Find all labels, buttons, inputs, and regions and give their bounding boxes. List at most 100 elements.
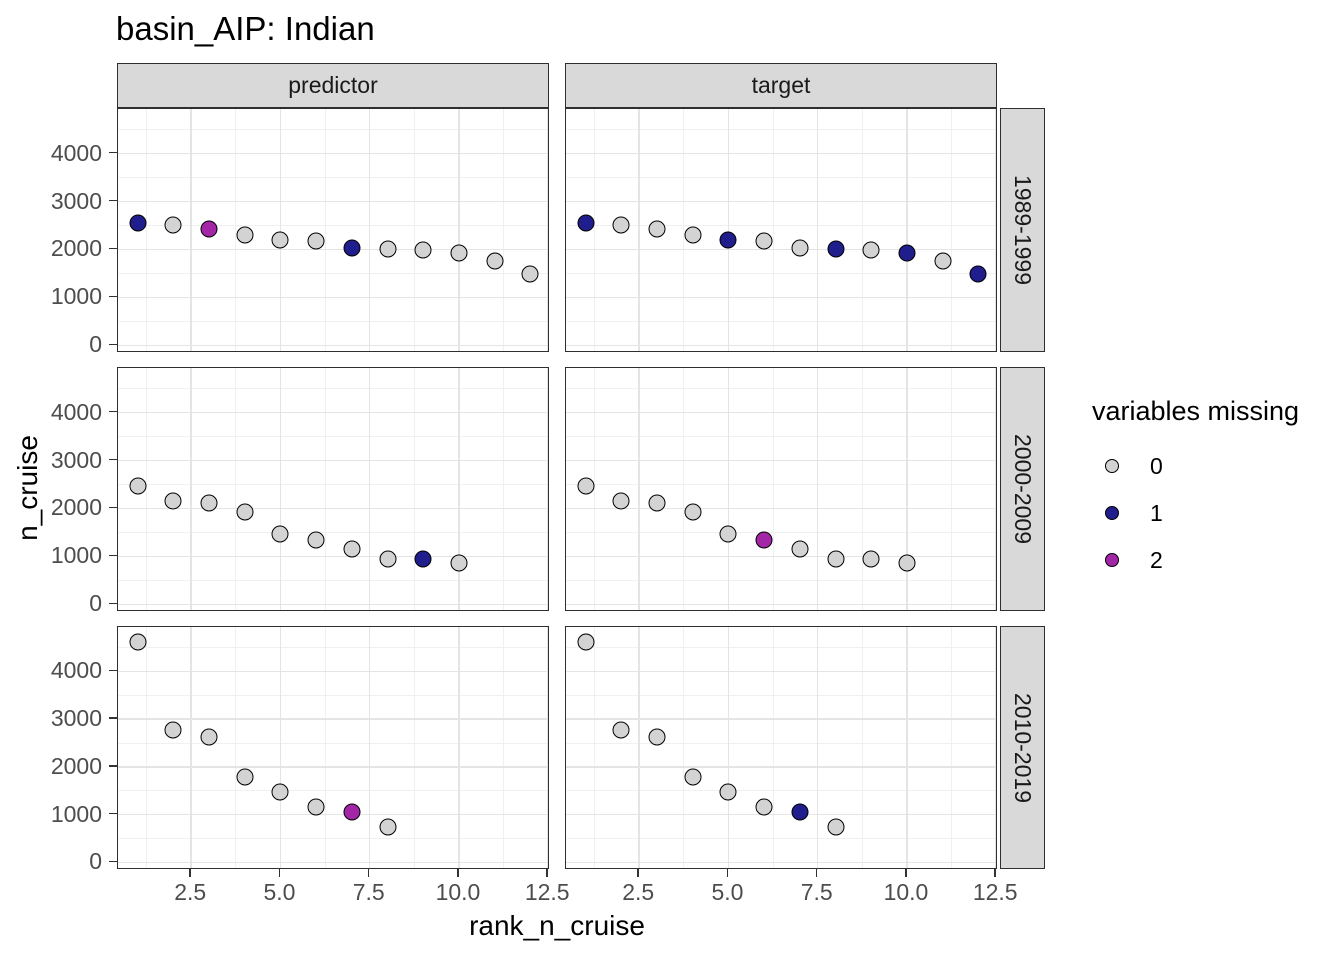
gridline-minor-y [566,224,996,226]
data-point [827,818,845,836]
gridline-major-y [566,718,996,720]
gridline-major-y [566,411,996,414]
x-tick-mark [278,869,281,877]
y-tick-mark [109,295,117,298]
y-tick-label: 0 [89,331,102,358]
x-tick-label: 2.5 [174,879,207,905]
x-tick-label: 5.0 [711,879,744,905]
data-point [129,214,147,232]
legend-item-0: 0 [1085,452,1205,480]
x-tick-mark [815,869,818,877]
gridline-major-x [727,109,730,351]
panel-predictor-2010-2019 [117,626,549,869]
panel-predictor-1989-1999 [117,108,549,352]
data-point [719,525,737,543]
gridline-major-y [566,766,996,768]
data-point [271,231,289,249]
legend-item-label: 1 [1150,500,1163,526]
legend-key-circle-icon [1105,506,1119,520]
gridline-minor-y [118,790,548,792]
data-point [612,216,630,234]
gridline-major-y [118,670,548,673]
gridline-major-x [906,368,908,610]
facet-strip-1989-1999: 1989-1999 [1000,108,1045,352]
gridline-minor-y [118,320,548,322]
y-tick-label: 1000 [50,800,102,827]
data-point [755,531,773,549]
panel-predictor-2000-2009 [117,367,549,611]
gridline-minor-x [413,109,415,351]
gridline-major-x [368,627,371,868]
data-point [343,239,361,257]
data-point [200,728,218,746]
gridline-minor-y [566,129,996,131]
y-tick-label: 2000 [50,235,102,262]
gridline-minor-x [324,627,326,868]
data-point [684,503,702,521]
x-tick-mark [637,869,639,877]
gridline-minor-y [566,579,996,581]
gridline-minor-y [566,837,996,839]
gridline-minor-x [235,109,237,351]
gridline-minor-x [683,368,685,610]
gridline-minor-y [118,531,548,533]
data-point [719,231,737,249]
data-point [969,265,987,283]
data-point [343,803,361,821]
gridline-minor-y [566,483,996,485]
gridline-minor-x [324,368,326,610]
data-point [450,244,468,262]
gridline-minor-x [772,368,774,610]
x-tick-mark [726,869,729,877]
legend-item-label: 0 [1150,453,1163,479]
y-tick-label: 3000 [50,187,102,214]
gridline-major-x [638,368,640,610]
gridline-major-x [368,368,371,610]
data-point [755,232,773,250]
gridline-minor-x [594,368,596,610]
x-tick-label: 7.5 [800,879,833,905]
y-tick-label: 2000 [50,494,102,521]
data-point [612,721,630,739]
y-tick-label: 1000 [50,283,102,310]
facet-strip-label: 2000-2009 [1010,434,1036,544]
legend-key-circle-icon [1105,459,1119,473]
data-point [450,554,468,572]
gridline-major-x [995,627,996,868]
gridline-major-y [566,152,996,155]
gridline-minor-y [118,647,548,649]
data-point [129,477,147,495]
gridline-major-x [279,109,282,351]
data-point [791,803,809,821]
facet-strip-label: 1989-1999 [1010,175,1036,285]
data-point [719,783,737,801]
gridline-major-x [906,627,908,868]
gridline-major-y [118,344,548,347]
gridline-major-y [118,603,548,606]
data-point [648,728,666,746]
gridline-minor-y [118,224,548,226]
data-point [934,252,952,270]
x-tick-label: 12.5 [972,879,1018,905]
data-point [379,818,397,836]
y-tick-label: 0 [89,848,102,875]
x-tick-label: 10.0 [435,879,481,905]
x-tick-label: 10.0 [883,879,929,905]
gridline-major-y [566,555,996,558]
gridline-minor-y [118,483,548,485]
data-point [236,226,254,244]
gridline-major-y [566,670,996,673]
facet-strip-target: target [565,63,997,108]
gridline-minor-y [566,177,996,179]
gridline-minor-x [324,109,326,351]
gridline-major-y [566,861,996,864]
gridline-minor-y [118,388,548,390]
x-tick-mark [546,869,548,877]
gridline-major-x [638,109,640,351]
data-point [521,265,539,283]
gridline-major-x [638,627,640,868]
data-point [307,531,325,549]
gridline-major-x [279,627,282,868]
data-point [486,252,504,270]
